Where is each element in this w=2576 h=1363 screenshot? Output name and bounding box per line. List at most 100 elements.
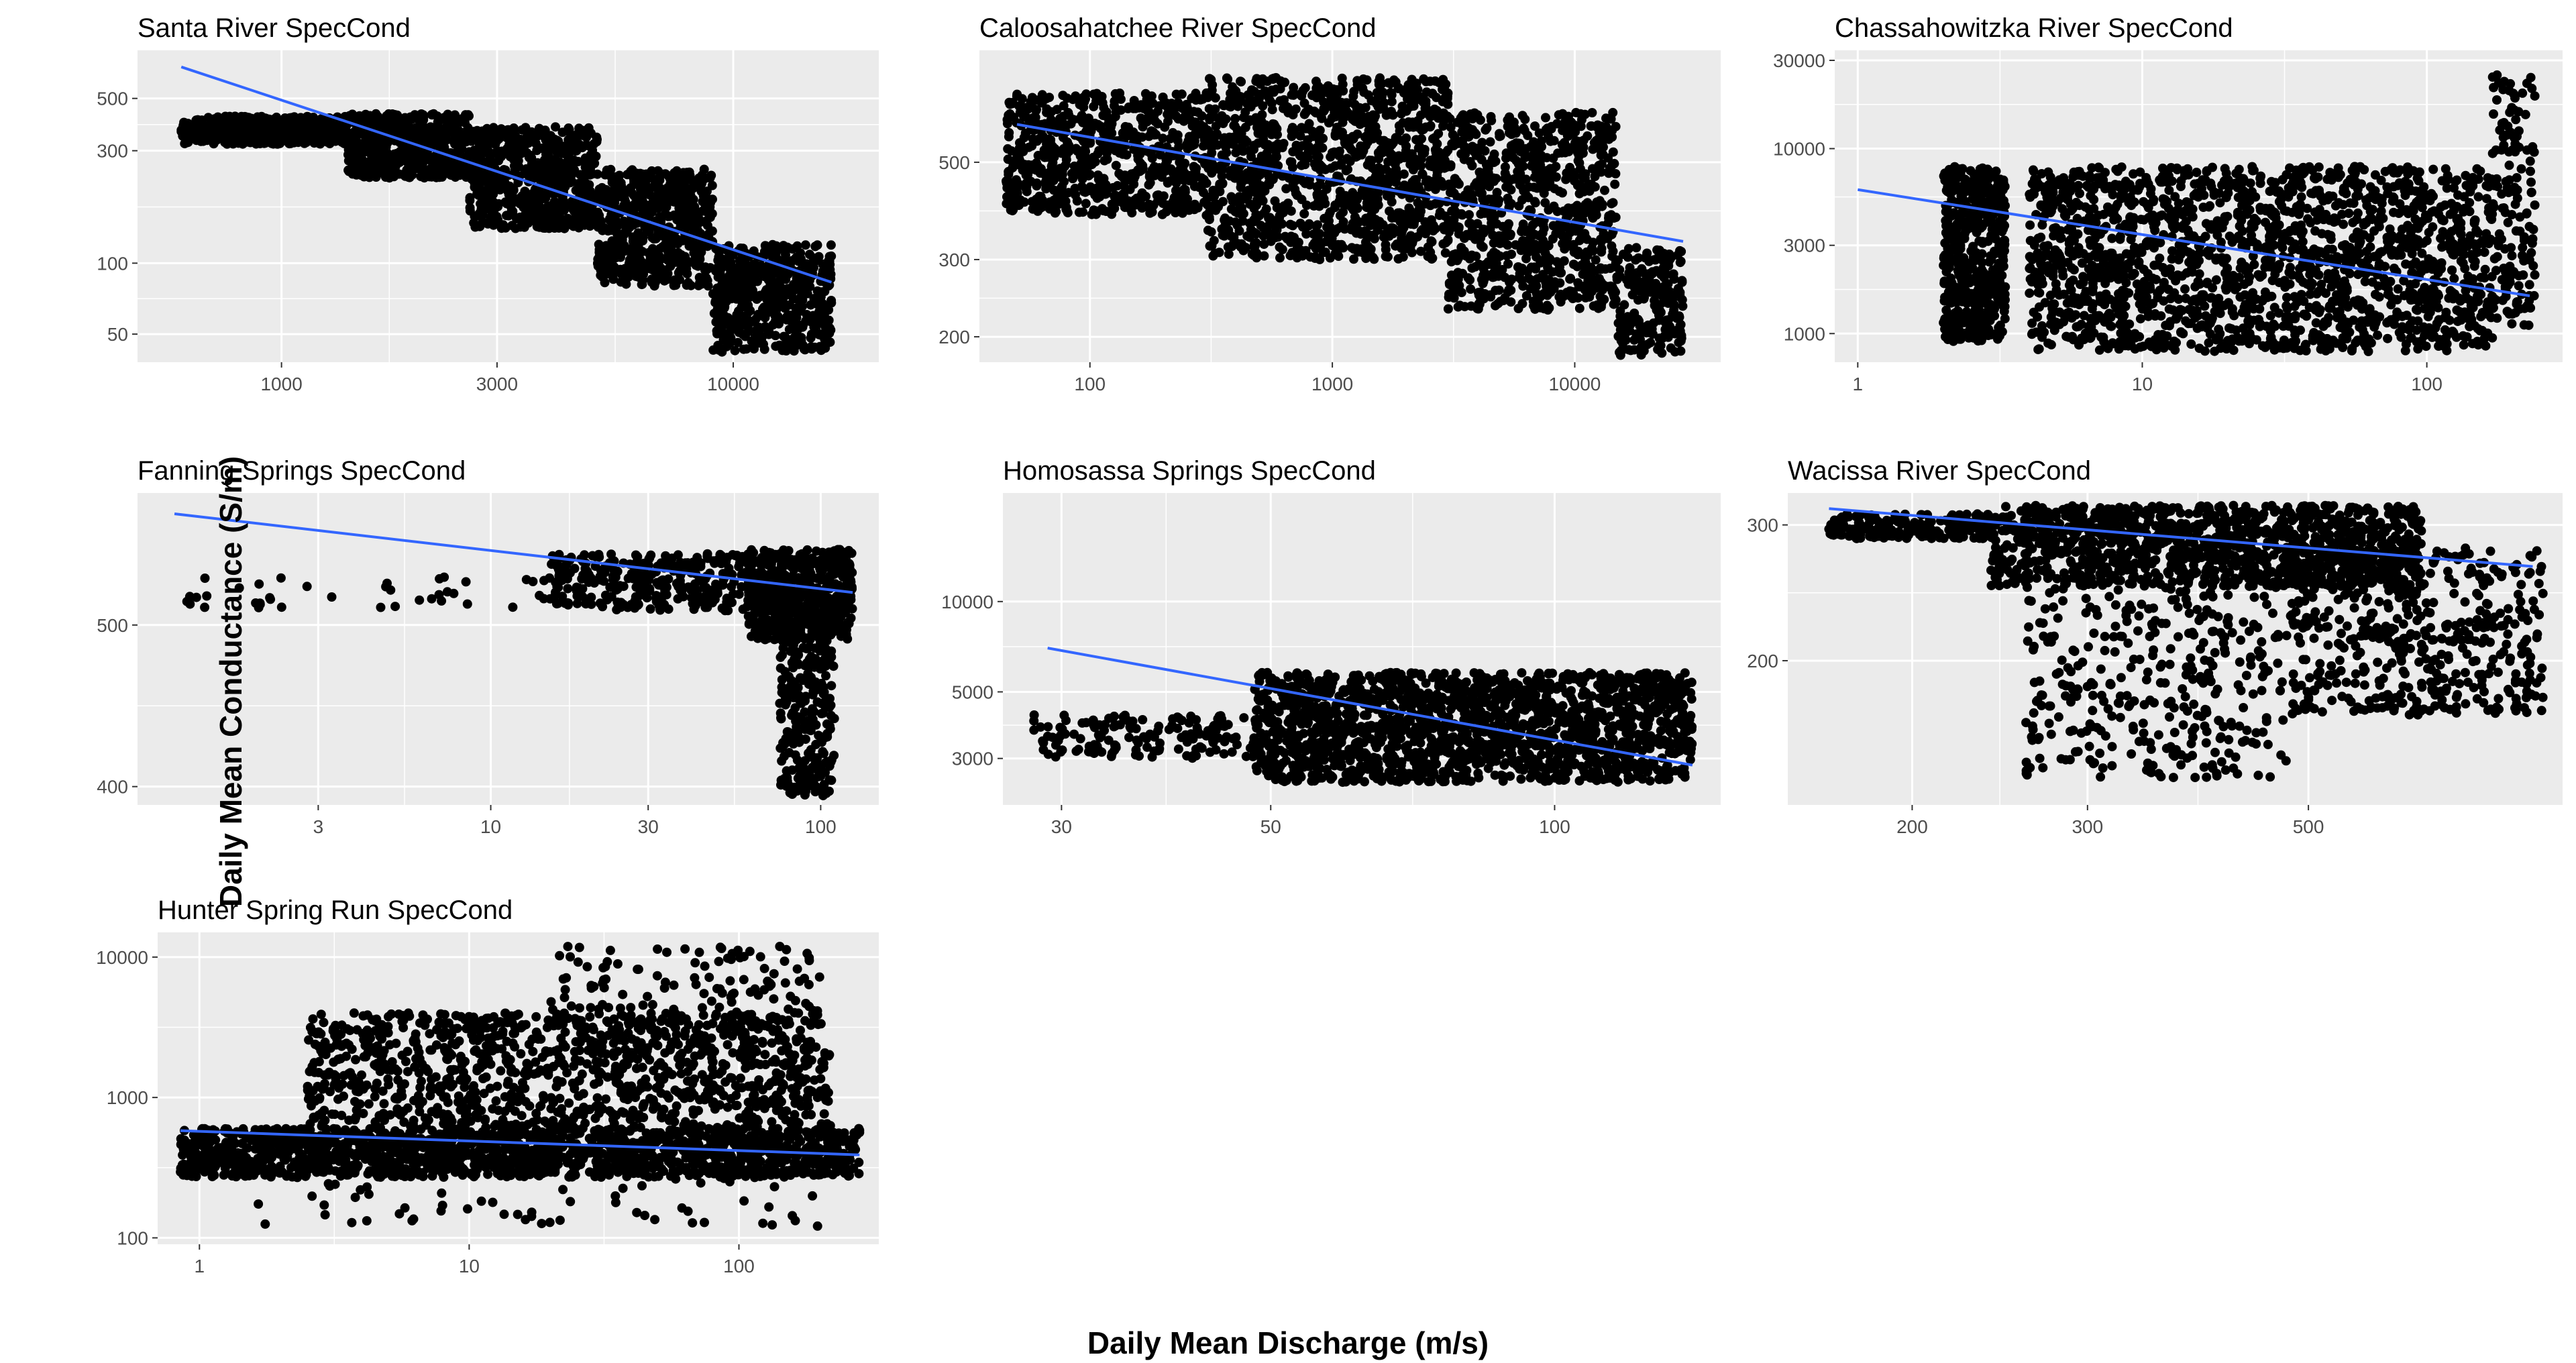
data-point (1600, 185, 1609, 195)
data-point (1286, 206, 1296, 216)
data-point (1268, 174, 1278, 184)
data-point (1299, 209, 1309, 219)
data-point (802, 288, 812, 298)
data-point (655, 243, 665, 254)
data-point (501, 132, 511, 142)
data-point (1063, 208, 1073, 218)
data-point (1453, 302, 1463, 312)
data-point (1045, 138, 1055, 148)
data-point (514, 162, 524, 172)
data-point (528, 211, 538, 221)
data-point (417, 162, 427, 172)
data-point (1031, 105, 1041, 115)
data-point (371, 131, 381, 142)
data-point (230, 115, 240, 125)
data-point (1171, 89, 1181, 99)
data-point (186, 123, 197, 133)
data-point (1558, 188, 1567, 198)
data-point (1301, 229, 1311, 239)
data-point (1403, 94, 1412, 104)
data-point (1021, 128, 1031, 138)
data-point (1081, 199, 1091, 209)
data-point (184, 135, 194, 146)
data-point (1503, 259, 1513, 269)
data-point (536, 166, 546, 176)
data-point (208, 138, 218, 148)
data-point (259, 117, 269, 127)
data-point (224, 123, 234, 133)
data-point (682, 168, 692, 178)
data-point (612, 228, 623, 238)
data-point (1118, 189, 1128, 199)
data-point (1370, 165, 1380, 175)
data-point (602, 241, 612, 251)
data-point (504, 181, 515, 191)
data-point (751, 325, 761, 335)
data-point (582, 156, 592, 166)
data-point (566, 129, 576, 140)
data-point (789, 335, 799, 345)
data-point (1209, 165, 1219, 175)
data-point (687, 184, 697, 195)
data-point (1313, 182, 1322, 192)
data-point (698, 206, 708, 216)
data-point (1024, 166, 1034, 176)
data-point (1381, 239, 1391, 250)
data-point (606, 164, 616, 174)
data-point (1297, 195, 1307, 205)
data-point (610, 179, 620, 189)
data-point (745, 307, 755, 317)
data-point (1090, 118, 1100, 128)
data-point (1106, 144, 1116, 154)
data-point (1119, 181, 1129, 190)
data-point (1387, 90, 1397, 100)
data-point (1201, 178, 1212, 188)
data-point (1389, 75, 1399, 85)
data-point (1212, 131, 1222, 141)
data-point (1233, 101, 1243, 111)
data-point (430, 162, 439, 172)
data-point (651, 233, 661, 243)
data-point (1140, 115, 1150, 124)
data-point (1058, 91, 1068, 101)
data-point (1253, 138, 1263, 148)
data-point (1035, 168, 1045, 178)
data-point (303, 112, 313, 121)
data-point (432, 152, 441, 162)
data-point (627, 165, 637, 175)
data-point (577, 130, 587, 140)
data-point (593, 254, 603, 264)
data-point (1053, 197, 1062, 207)
data-point (1273, 139, 1283, 149)
data-point (1582, 131, 1593, 141)
data-point (457, 144, 467, 154)
data-point (1485, 290, 1495, 300)
data-point (675, 256, 685, 266)
data-point (1050, 208, 1060, 218)
data-point (684, 278, 693, 288)
data-point (1463, 273, 1473, 283)
data-point (1225, 171, 1235, 181)
trend-line (180, 65, 833, 284)
data-point (1159, 191, 1169, 201)
data-point (1405, 214, 1415, 224)
data-point (1596, 167, 1606, 177)
data-point (470, 222, 480, 232)
data-point (1281, 184, 1291, 194)
data-point (1278, 208, 1288, 218)
data-point (1149, 130, 1159, 140)
data-point (782, 346, 791, 356)
data-point (1307, 90, 1318, 100)
data-point (285, 120, 295, 130)
data-point (1417, 133, 1426, 144)
data-point (1375, 176, 1385, 186)
data-point (557, 172, 567, 182)
data-point (1187, 93, 1197, 103)
data-point (784, 243, 794, 254)
data-point (1189, 174, 1199, 184)
data-point (1328, 148, 1337, 158)
data-point (1275, 253, 1285, 263)
data-point (1181, 105, 1191, 115)
data-point (1441, 148, 1451, 158)
